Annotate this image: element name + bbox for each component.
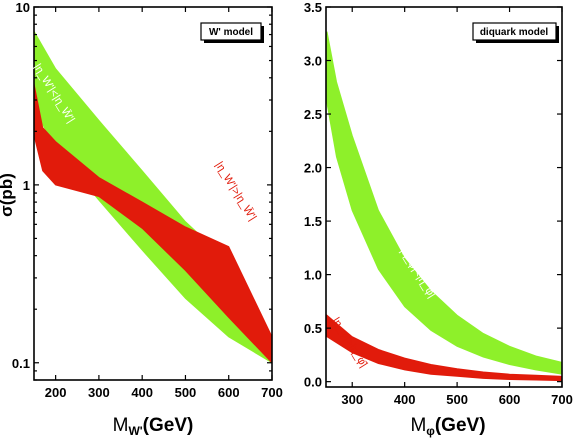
w-prime-annotation-1: |η_W'|>|η_W̄'| xyxy=(213,159,259,223)
w-prime-x-tick-label: 300 xyxy=(88,385,110,400)
diquark-y-tick-label: 0.5 xyxy=(304,321,322,336)
diquark-y-tick-label: 2.0 xyxy=(304,161,322,176)
diquark-x-tick-label: 700 xyxy=(551,392,573,407)
w-prime-x-tick-label: 400 xyxy=(131,385,153,400)
diquark-y-tick-label: 1.0 xyxy=(304,268,322,283)
w-prime-ticks: 200 300 400 500 600 700 0.1 1 10 xyxy=(12,0,283,400)
diquark-x-axis-label: Mφ(GeV) xyxy=(410,415,485,438)
diquark-legend: diquark model xyxy=(472,22,559,43)
diquark-legend-label: diquark model xyxy=(480,27,549,38)
diquark-x-tick-label: 600 xyxy=(499,392,521,407)
w-prime-y-tick-label: 10 xyxy=(16,0,30,15)
w-prime-x-axis-label: MW'(GeV) xyxy=(113,415,194,438)
w-prime-legend-label: W' model xyxy=(209,27,253,38)
w-prime-y-axis-label: σ(pb) xyxy=(0,173,16,217)
diquark-band-0 xyxy=(326,31,563,375)
diquark-y-tick-label: 3.0 xyxy=(304,54,322,69)
diquark-y-tick-label: 1.5 xyxy=(304,214,322,229)
diquark-y-tick-label: 3.5 xyxy=(304,0,322,15)
w-prime-y-tick-label: 0.1 xyxy=(12,356,30,371)
diquark-ticks: 300 400 500 600 700 0.0 0.5 1.0 1.5 2.0 2.5 3.0 3.5 xyxy=(304,0,573,407)
w-prime-x-tick-label: 200 xyxy=(45,385,67,400)
diquark-y-tick-label: 2.5 xyxy=(304,107,322,122)
diquark-x-tick-label: 500 xyxy=(446,392,468,407)
diquark-y-tick-label: 0.0 xyxy=(304,375,322,390)
w-prime-legend: W' model xyxy=(200,22,264,43)
w-prime-x-tick-label: 600 xyxy=(218,385,240,400)
diquark-x-tick-label: 300 xyxy=(341,392,363,407)
w-prime-x-tick-label: 500 xyxy=(175,385,197,400)
w-prime-x-tick-label: 700 xyxy=(261,385,283,400)
w-prime-y-tick-label: 1 xyxy=(23,178,30,193)
diquark-x-tick-label: 400 xyxy=(394,392,416,407)
panel-diquark: 300 400 500 600 7000.00.51.01.52.02.53.03.5 … xyxy=(304,0,573,438)
diquark-bands xyxy=(326,31,563,382)
diquark-plot-frame xyxy=(325,6,563,388)
